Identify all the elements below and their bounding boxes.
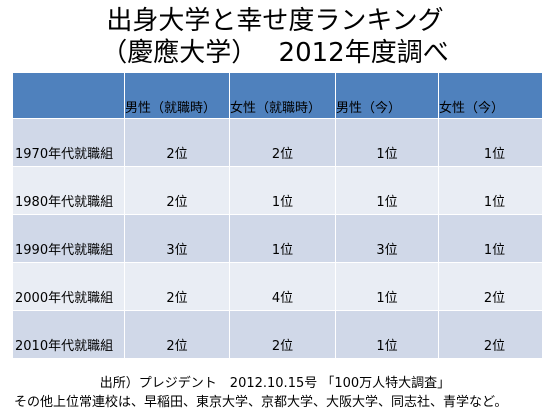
table-row: 1990年代就職組 3位 1位 3位 1位 xyxy=(12,214,543,263)
table-cell: 4位 xyxy=(229,262,336,311)
row-label: 1970年代就職組 xyxy=(12,118,125,167)
table-cell: 1位 xyxy=(335,310,439,359)
row-label: 2000年代就職組 xyxy=(12,262,125,311)
page-subtitle: （慶應大学） 2012年度調べ xyxy=(101,38,449,68)
table-cell: 3位 xyxy=(335,214,439,263)
row-label: 2010年代就職組 xyxy=(12,310,125,359)
row-label: 1980年代就職組 xyxy=(12,166,125,215)
table-cell: 2位 xyxy=(124,166,230,215)
table-cell: 1位 xyxy=(438,118,543,167)
header-cell-blank xyxy=(12,72,125,119)
table-header-row: 男性（就職時） 女性（就職時） 男性（今） 女性（今） xyxy=(12,72,543,119)
table-cell: 1位 xyxy=(335,262,439,311)
table-cell: 2位 xyxy=(124,310,230,359)
table-row: 1980年代就職組 2位 1位 1位 1位 xyxy=(12,166,543,215)
table-cell: 1位 xyxy=(229,214,336,263)
table-cell: 2位 xyxy=(438,262,543,311)
header-cell-male-now: 男性（今） xyxy=(335,72,439,119)
ranking-table: 男性（就職時） 女性（就職時） 男性（今） 女性（今） 1970年代就職組 2位… xyxy=(12,72,543,359)
table-cell: 2位 xyxy=(229,310,336,359)
table-cell: 2位 xyxy=(229,118,336,167)
footnote: その他上位常連校は、早稲田、東京大学、京都大学、大阪大学、同志社、青学など。 xyxy=(14,395,508,410)
table-cell: 2位 xyxy=(124,118,230,167)
table-cell: 1位 xyxy=(438,214,543,263)
page-title: 出身大学と幸せ度ランキング xyxy=(106,6,444,36)
table-cell: 2位 xyxy=(124,262,230,311)
source-citation: 出所）プレジデント 2012.10.15号 「100万人特大調査」 xyxy=(99,376,451,391)
table-cell: 1位 xyxy=(438,166,543,215)
header-cell-male-entry: 男性（就職時） xyxy=(124,72,230,119)
header-cell-female-now: 女性（今） xyxy=(438,72,543,119)
table-cell: 1位 xyxy=(229,166,336,215)
table-cell: 1位 xyxy=(335,166,439,215)
table-cell: 3位 xyxy=(124,214,230,263)
header-cell-female-entry: 女性（就職時） xyxy=(229,72,336,119)
table-cell: 1位 xyxy=(335,118,439,167)
table-row: 2010年代就職組 2位 2位 1位 2位 xyxy=(12,310,543,359)
table-cell: 2位 xyxy=(438,310,543,359)
row-label: 1990年代就職組 xyxy=(12,214,125,263)
table-row: 1970年代就職組 2位 2位 1位 1位 xyxy=(12,118,543,167)
table-row: 2000年代就職組 2位 4位 1位 2位 xyxy=(12,262,543,311)
